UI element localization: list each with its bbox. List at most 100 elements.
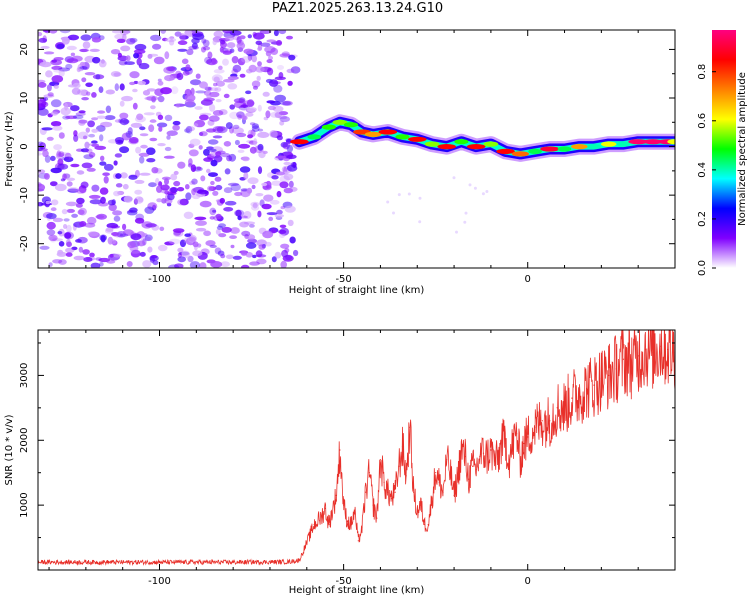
- noise-speckle: [262, 150, 268, 154]
- noise-speckle: [245, 112, 254, 117]
- snr-point: [464, 455, 466, 458]
- ridge-point: [601, 141, 617, 147]
- noise-speckle: [129, 249, 141, 254]
- noise-speckle: [243, 221, 256, 225]
- noise-speckle: [48, 234, 58, 242]
- noise-speckle: [267, 105, 276, 111]
- noise-speckle: [71, 213, 78, 218]
- noise-speckle: [257, 46, 262, 51]
- noise-speckle: [220, 41, 227, 49]
- noise-speckle: [39, 245, 50, 250]
- noise-speckle: [157, 114, 164, 121]
- noise-speckle: [277, 65, 284, 70]
- snr-point: [320, 516, 323, 518]
- noise-speckle: [188, 158, 193, 166]
- noise-speckle: [203, 230, 212, 237]
- snr-xtick-label: -100: [148, 576, 171, 587]
- noise-speckle: [241, 156, 250, 162]
- noise-speckle: [139, 172, 151, 176]
- noise-speckle: [88, 194, 101, 199]
- noise-speckle: [268, 216, 274, 222]
- noise-speckle: [122, 33, 127, 41]
- noise-speckle: [86, 91, 91, 96]
- noise-speckle: [215, 99, 222, 103]
- noise-speckle: [179, 239, 187, 248]
- snr-point: [497, 459, 499, 461]
- noise-speckle: [266, 39, 277, 43]
- noise-speckle: [246, 107, 257, 112]
- noise-speckle: [148, 53, 159, 57]
- noise-speckle: [152, 43, 162, 50]
- noise-speckle: [290, 162, 297, 168]
- snr-ytick-label: 2000: [19, 428, 30, 453]
- noise-speckle: [270, 199, 280, 205]
- noise-speckle: [64, 232, 72, 239]
- noise-speckle: [153, 56, 165, 65]
- ridge-point: [557, 146, 572, 152]
- noise-speckle: [187, 255, 194, 263]
- snr-point: [401, 446, 404, 448]
- noise-speckle: [183, 236, 195, 245]
- noise-speckle: [265, 110, 271, 119]
- noise-speckle: [229, 30, 242, 36]
- noise-speckle: [177, 247, 184, 253]
- noise-speckle: [126, 38, 136, 45]
- noise-speckle: [212, 39, 217, 46]
- noise-speckle: [114, 33, 124, 40]
- noise-speckle: [223, 141, 232, 147]
- noise-speckle: [225, 122, 233, 130]
- noise-speckle: [76, 170, 85, 175]
- noise-speckle: [65, 115, 78, 120]
- noise-speckle: [247, 34, 252, 39]
- noise-speckle: [157, 244, 168, 252]
- noise-speckle: [138, 152, 150, 157]
- noise-speckle: [98, 86, 104, 93]
- noise-speckle: [119, 112, 129, 120]
- noise-speckle: [137, 80, 146, 86]
- noise-speckle: [210, 159, 218, 167]
- noise-speckle: [241, 114, 247, 120]
- noise-speckle: [149, 255, 159, 262]
- noise-speckle: [253, 32, 265, 40]
- noise-speckle: [181, 250, 190, 259]
- noise-speckle: [138, 62, 150, 70]
- snr-point: [482, 452, 485, 454]
- noise-speckle: [85, 82, 93, 88]
- noise-speckle: [148, 124, 155, 132]
- noise-speckle: [270, 47, 279, 56]
- noise-speckle: [99, 187, 109, 195]
- ridge-point: [424, 141, 440, 147]
- noise-speckle: [177, 256, 186, 263]
- noise-speckle: [290, 66, 301, 74]
- noise-speckle: [50, 181, 58, 187]
- noise-speckle: [142, 90, 151, 96]
- ridge-point: [587, 144, 601, 150]
- noise-speckle: [252, 202, 258, 209]
- noise-speckle: [386, 200, 390, 204]
- noise-speckle: [231, 127, 244, 135]
- noise-speckle: [119, 83, 125, 91]
- ridge-point: [540, 146, 560, 152]
- noise-speckle: [122, 229, 134, 236]
- noise-speckle: [56, 251, 67, 257]
- noise-speckle: [72, 114, 84, 120]
- noise-speckle: [63, 224, 68, 229]
- noise-speckle: [218, 109, 228, 116]
- snr-point: [667, 348, 669, 351]
- noise-speckle: [216, 80, 225, 87]
- snr-point: [541, 420, 544, 422]
- noise-speckle: [52, 259, 63, 264]
- noise-speckle: [239, 221, 250, 228]
- noise-speckle: [129, 81, 136, 86]
- noise-speckle: [84, 222, 96, 228]
- noise-speckle: [43, 94, 55, 98]
- noise-speckle: [208, 172, 218, 178]
- noise-speckle: [195, 227, 207, 232]
- noise-speckle: [47, 92, 54, 97]
- snr-point: [438, 481, 440, 483]
- noise-speckle: [275, 171, 285, 176]
- noise-speckle: [275, 155, 287, 159]
- noise-speckle: [48, 262, 53, 267]
- snr-point: [339, 449, 341, 451]
